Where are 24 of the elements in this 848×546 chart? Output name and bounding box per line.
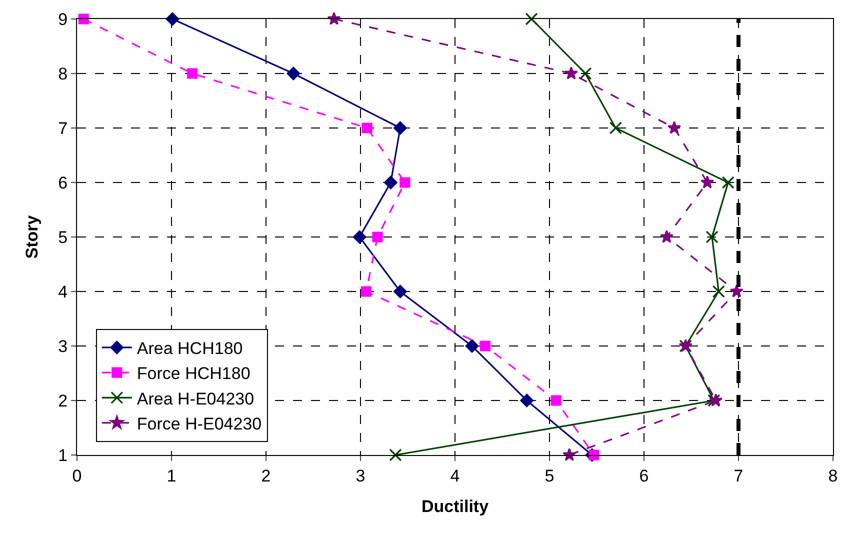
x-tick-label: 5 (544, 466, 554, 486)
x-tick-label: 0 (72, 466, 82, 486)
x-tick-label: 7 (734, 466, 744, 486)
x-axis-title: Ductility (421, 496, 490, 516)
x-tick-label: 4 (450, 466, 460, 486)
y-tick-label: 5 (58, 228, 68, 247)
x-tick-label: 2 (261, 466, 271, 486)
x-tick-label: 6 (639, 466, 649, 486)
y-tick-label: 1 (58, 446, 68, 465)
y-tick-label: 9 (58, 10, 68, 29)
y-tick-label: 2 (58, 391, 68, 410)
x-tick-label: 8 (828, 466, 838, 486)
legend-label: Area HCH180 (136, 339, 243, 358)
y-axis-title: Story (22, 214, 42, 259)
y-tick-label: 7 (58, 118, 68, 138)
legend-label: Force H-E04230 (136, 414, 262, 434)
legend-label: Area H-E04230 (136, 389, 254, 408)
y-tick-label: 8 (58, 64, 68, 84)
y-tick-label: 6 (58, 173, 68, 192)
x-tick-label: 1 (166, 466, 176, 486)
y-tick-label: 3 (58, 336, 68, 356)
y-tick-label: 4 (58, 282, 68, 302)
x-tick-label: 3 (356, 466, 366, 486)
legend-label: Force HCH180 (136, 364, 250, 384)
